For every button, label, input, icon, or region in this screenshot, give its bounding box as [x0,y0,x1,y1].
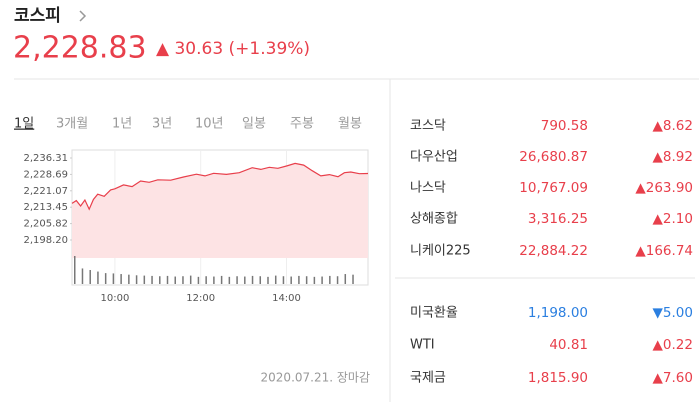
tab[interactable]: 10년 [195,117,224,132]
volume-bar [267,276,269,284]
volume-bar [74,256,76,284]
volume-bar [313,276,316,284]
row-change: ▲0.22 [653,337,693,353]
volume-bar [344,274,347,284]
volume-bar [151,275,153,284]
row-value: 22,884.22 [519,243,588,259]
volume-bar [329,275,331,284]
row-change: ▲2.10 [653,211,693,227]
row-value: 1,815.90 [528,370,588,386]
volume-bar [81,268,84,284]
row-change: ▲263.90 [635,180,693,196]
y-tick-label: 2,221.07 [23,186,68,197]
price-line [71,162,369,211]
row-name[interactable]: 니케이225 [410,244,471,259]
tab[interactable]: 주봉 [290,117,314,132]
volume-bar [143,275,146,284]
volume-bar [159,276,161,284]
volume-bar [182,276,184,284]
y-tick-label: 2,198.20 [23,235,68,246]
volume-bar [298,275,300,284]
tab[interactable]: 1년 [112,117,132,132]
volume-bar [321,276,323,284]
tab[interactable]: 월봉 [338,117,362,132]
row-name[interactable]: 미국환율 [410,306,458,321]
volume-bar [120,274,122,284]
volume-bar [128,274,130,284]
change: ▲ 30.63 (+1.39%) [156,39,310,59]
y-tick-label: 2,236.31 [23,153,68,164]
volume-bar [352,274,354,284]
row-name[interactable]: 다우산업 [410,150,458,165]
y-tick-label: 2,228.69 [23,169,68,180]
row-name[interactable]: 나스닥 [410,181,446,196]
volume-bar [89,270,91,284]
row-value: 26,680.87 [519,149,588,165]
row-change: ▲8.92 [653,149,693,165]
volume-bar [97,271,99,284]
title[interactable]: 코스피 [14,6,61,26]
row-value: 790.58 [541,118,588,134]
volume-bar [135,275,138,284]
tab[interactable]: 1일 [14,117,34,132]
area [72,163,368,258]
volume-bar [259,276,262,284]
volume-bar [290,276,292,284]
chevron [79,10,87,22]
row-change: ▲166.74 [635,243,693,259]
y-tick-label: 2,213.45 [23,202,68,213]
x-tick-label: 14:00 [272,293,301,304]
row-name[interactable]: 국제금 [410,371,446,386]
y-tick-label: 2,205.82 [23,219,68,230]
row-value: 1,198.00 [528,305,588,321]
volume-bar [220,275,223,284]
row-change: ▲8.62 [653,118,693,134]
volume-bar [205,276,207,284]
row-change: ▼5.00 [653,305,693,321]
row-value: 10,767.09 [519,180,588,196]
x-tick-label: 10:00 [100,293,129,304]
volume-bar [336,276,339,284]
row-name[interactable]: 코스닥 [410,119,446,134]
price: 2,228.83 [13,31,147,66]
tab[interactable]: 3년 [152,117,172,132]
volume-bar [244,276,246,284]
row-value: 40.81 [549,337,588,353]
x-tick-label: 12:00 [186,293,215,304]
row-change: ▲7.60 [653,370,693,386]
volume-bar [251,275,254,284]
tab[interactable]: 일봉 [242,117,266,132]
row-name[interactable]: 상해종합 [410,212,458,227]
tab[interactable]: 3개월 [56,117,88,132]
volume-bar [213,276,215,284]
volume-bar [236,276,238,284]
date: 2020.07.21. 장마감 [261,371,370,385]
volume-bar [174,276,176,284]
volume-bar [104,273,107,284]
volume-bar [228,276,231,284]
volume-bar [112,273,115,284]
volume-bar [282,276,285,284]
volume-bar [197,276,200,284]
volume-bar [189,275,192,284]
volume-bar [305,276,308,284]
row-name[interactable]: WTI [410,338,435,353]
volume-bar [166,275,169,284]
volume-bar [274,275,277,284]
row-value: 3,316.25 [528,211,588,227]
